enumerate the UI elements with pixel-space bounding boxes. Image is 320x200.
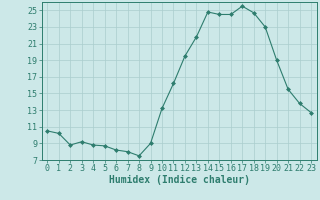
X-axis label: Humidex (Indice chaleur): Humidex (Indice chaleur) [109, 175, 250, 185]
